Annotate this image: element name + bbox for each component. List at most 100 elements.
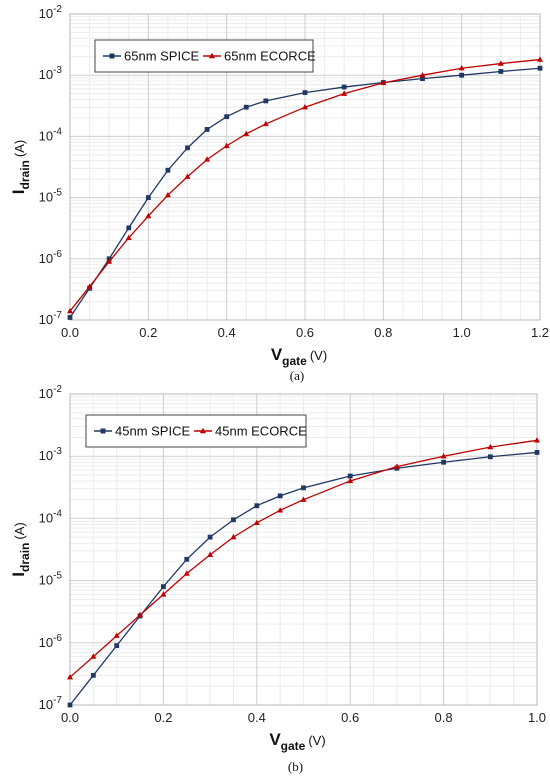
y-tick-base: 10 (39, 697, 53, 712)
data-point-triangle (223, 142, 230, 149)
legend-label: 65nm SPICE (124, 49, 199, 64)
x-tick-label: 0.4 (248, 710, 266, 725)
x-tick-label: 0.2 (139, 325, 157, 340)
series-line (69, 439, 538, 678)
data-point-square (231, 517, 236, 523)
y-tick-base: 10 (39, 510, 53, 525)
y-axis-title-unit: (A) (12, 140, 27, 157)
data-point-triangle (183, 570, 190, 576)
data-point-square (263, 98, 269, 104)
y-tick-base: 10 (39, 386, 53, 401)
data-point-triangle (487, 443, 494, 450)
x-tick-label: 0.4 (218, 325, 236, 340)
chart-a-x-ticks: 0.0 0.2 0.4 0.6 0.8 1.0 1.2 (61, 325, 549, 340)
y-tick-label: 10-4 (39, 508, 63, 525)
data-point-square (204, 127, 210, 132)
data-point-square (441, 459, 446, 465)
legend-marker-triangle (199, 427, 207, 434)
x-tick-label: 0.6 (341, 710, 359, 725)
data-point-square (161, 584, 166, 590)
data-point-triangle (300, 496, 307, 502)
data-point-triangle (207, 551, 214, 557)
data-point-triangle (537, 56, 543, 62)
x-tick-label: 0.0 (61, 710, 79, 725)
data-point-square (537, 65, 543, 71)
y-tick-base: 10 (39, 312, 53, 327)
chart-panel-b: 10-710-610-510-410-310-2 0.0 0.2 0.4 0.6 0.8… (9, 384, 546, 774)
data-point-square (302, 90, 308, 95)
data-point-triangle (253, 519, 260, 525)
y-tick-base: 10 (39, 573, 53, 588)
chart-a-legend: 65nm SPICE 65nm ECORCE (94, 39, 316, 73)
data-point-square (498, 69, 504, 74)
legend-item-series-1: 65nm SPICE (103, 49, 199, 64)
y-tick-exponent: -4 (53, 508, 62, 519)
chart-a-x-axis-title: Vgate (V) (271, 345, 327, 368)
y-tick-exponent: -2 (53, 384, 62, 395)
y-tick-label: 10-3 (39, 446, 63, 463)
y-tick-exponent: -3 (53, 446, 62, 457)
y-tick-label: 10-5 (39, 188, 63, 205)
data-point-triangle (125, 234, 132, 241)
data-point-triangle (277, 507, 284, 513)
y-tick-base: 10 (39, 67, 53, 82)
y-axis-title-main: I (9, 572, 28, 577)
y-tick-exponent: -6 (53, 633, 62, 644)
chart-a-y-axis-title: Idrain (A) (9, 140, 32, 194)
chart-b-y-ticks: 10-710-610-510-410-310-2 (39, 384, 63, 712)
chart-b-legend: 45nm SPICE 45nm ECORCE (85, 414, 307, 448)
x-tick-label: 0.8 (374, 325, 392, 340)
data-point-triangle (243, 130, 250, 137)
data-point-square (145, 195, 151, 200)
chart-a-y-ticks: 10-710-610-510-410-310-2 (39, 4, 63, 327)
data-point-triangle (347, 477, 354, 484)
data-point-square (301, 485, 306, 491)
series-ecorce (67, 56, 543, 314)
y-tick-exponent: -6 (53, 249, 62, 260)
data-point-square (90, 672, 96, 678)
legend-label: 45nm ECORCE (215, 424, 307, 439)
legend-marker-triangle (208, 52, 216, 59)
chart-panel-a: 10-710-610-510-410-310-2 0.0 0.2 0.4 0.6 0.8… (9, 4, 549, 383)
chart-a-series (67, 56, 543, 320)
chart-b-y-axis-title: Idrain (A) (9, 522, 32, 576)
data-point-square (243, 104, 249, 110)
data-point-square (184, 556, 190, 562)
chart-a-plot-area (69, 13, 541, 321)
chart-a-caption: (a) (290, 368, 304, 383)
data-point-triangle (160, 591, 167, 597)
y-tick-label: 10-6 (39, 633, 63, 650)
chart-b-x-axis-title: Vgate (V) (269, 730, 325, 753)
data-point-square (207, 534, 213, 540)
data-point-square (126, 225, 132, 231)
data-point-square (224, 114, 230, 120)
data-point-triangle (380, 79, 387, 86)
y-tick-label: 10-4 (39, 126, 63, 143)
x-axis-title-main: V (271, 345, 283, 364)
legend-marker-square (100, 428, 106, 434)
data-point-triangle (137, 611, 144, 618)
legend-marker-square (109, 53, 115, 59)
data-point-square (67, 315, 73, 320)
data-point-square (341, 84, 347, 90)
series-ecorce (67, 437, 540, 680)
data-point-triangle (302, 104, 308, 110)
y-tick-base: 10 (39, 190, 53, 205)
data-point-square (165, 167, 171, 173)
data-point-square (534, 450, 540, 455)
y-tick-label: 10-7 (39, 310, 63, 327)
y-tick-exponent: -5 (53, 188, 62, 199)
y-tick-label: 10-5 (39, 571, 63, 588)
x-tick-label: 1.0 (453, 325, 471, 340)
data-point-triangle (204, 156, 211, 162)
data-point-square (67, 702, 73, 708)
y-tick-exponent: -3 (53, 65, 62, 76)
data-point-triangle (341, 90, 348, 96)
y-tick-label: 10-7 (39, 695, 63, 712)
series-line (69, 451, 538, 706)
y-tick-base: 10 (39, 251, 53, 266)
y-tick-exponent: -7 (53, 695, 62, 706)
data-point-triangle (90, 653, 97, 659)
y-tick-exponent: -4 (53, 126, 62, 137)
